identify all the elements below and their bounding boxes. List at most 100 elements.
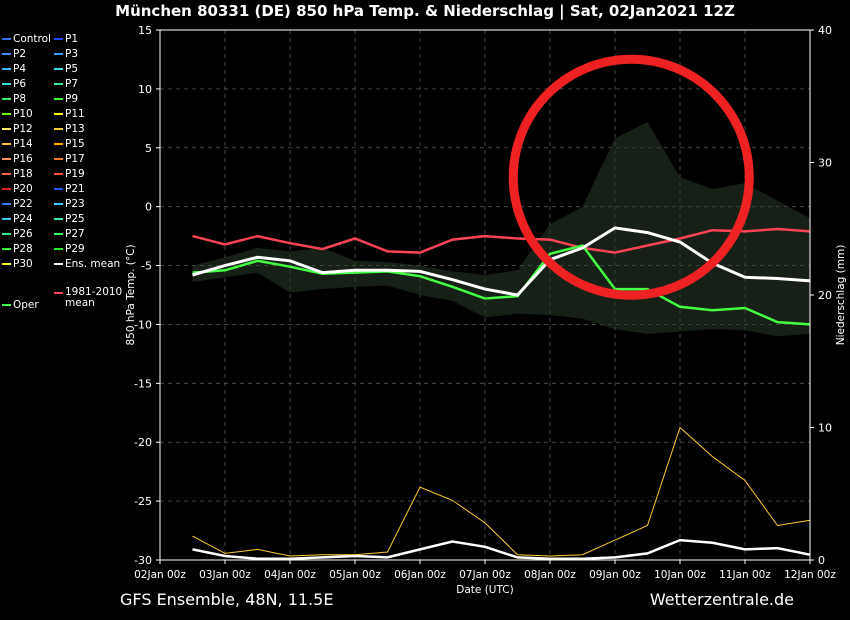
legend-label: P24 — [13, 213, 33, 225]
legend-label: P5 — [65, 63, 79, 75]
legend-swatch — [2, 188, 11, 190]
legend-label: P1 — [65, 33, 79, 45]
model-label: GFS Ensemble, 48N, 11.5E — [120, 590, 334, 609]
x-tick-label: 03Jan 00z — [199, 569, 251, 581]
x-tick-label: 07Jan 00z — [459, 569, 511, 581]
legend-label: P20 — [13, 183, 33, 195]
legend-swatch — [2, 98, 11, 100]
y-tick-label: -5 — [141, 260, 152, 273]
y-tick-label: -20 — [134, 436, 152, 449]
legend-item: P16 — [2, 153, 33, 166]
legend-item: P25 — [54, 213, 85, 226]
legend-label: P11 — [65, 108, 85, 120]
legend-label: P22 — [13, 198, 33, 210]
legend-swatch — [54, 158, 63, 160]
chart-title: München 80331 (DE) 850 hPa Temp. & Niede… — [115, 2, 735, 20]
legend-label: P4 — [13, 63, 27, 75]
axes: 15 10 5 0 -5 -10 -15 -20 -25 -30 40 30 20 10 0 02Jan 00… — [125, 24, 847, 596]
y-tick-label: -25 — [134, 495, 152, 508]
y-axis-label: 850 hPa Temp. (°C) — [125, 244, 137, 345]
legend-label: P18 — [13, 168, 33, 180]
x-axis-label: Date (UTC) — [456, 584, 513, 596]
legend-label: P27 — [65, 228, 85, 240]
legend-label: P3 — [65, 48, 79, 60]
legend-label: P15 — [65, 138, 85, 150]
legend-item: P11 — [54, 108, 85, 121]
y-tick-label: 5 — [145, 142, 152, 155]
legend-swatch — [2, 263, 11, 265]
legend: Control P1 P2 P3 P4 P5 P6 P7 P8 P9 P10 P11 P12 P13 P14… — [0, 33, 140, 313]
legend-swatch — [54, 292, 63, 294]
x-tick-label: 06Jan 00z — [394, 569, 446, 581]
oper-line — [192, 244, 811, 326]
legend-label: P13 — [65, 123, 85, 135]
plot-data — [192, 121, 811, 560]
legend-swatch — [2, 203, 11, 205]
legend-swatch — [54, 53, 63, 55]
x-tick-label: 12Jan 00z — [784, 569, 836, 581]
legend-item: P6 — [2, 78, 26, 91]
legend-swatch — [2, 218, 11, 220]
legend-label: P12 — [13, 123, 33, 135]
legend-swatch — [2, 128, 11, 130]
legend-label: P26 — [13, 228, 33, 240]
x-tick-label: 10Jan 00z — [654, 569, 706, 581]
legend-item: 1981-2010 mean — [54, 287, 125, 309]
legend-label: P25 — [65, 213, 85, 225]
legend-item: P30 — [2, 258, 33, 271]
legend-label: P28 — [13, 243, 33, 255]
y-right-axis-label: Niederschlag (mm) — [835, 245, 847, 346]
y-right-tick-label: 20 — [818, 289, 832, 302]
legend-swatch — [2, 68, 11, 70]
legend-item: P8 — [2, 93, 26, 106]
y-tick-label: -30 — [134, 554, 152, 567]
legend-label: P2 — [13, 48, 27, 60]
legend-label: P30 — [13, 258, 33, 270]
legend-label: P17 — [65, 153, 85, 165]
legend-swatch — [54, 68, 63, 70]
legend-item: P12 — [2, 123, 33, 136]
legend-swatch — [54, 173, 63, 175]
legend-label: Oper — [13, 299, 39, 311]
legend-swatch — [54, 203, 63, 205]
y-tick-label: -15 — [134, 377, 152, 390]
legend-swatch — [2, 38, 11, 40]
legend-swatch — [2, 113, 11, 115]
legend-item: P18 — [2, 168, 33, 181]
legend-swatch — [54, 263, 63, 265]
source-label[interactable]: Wetterzentrale.de — [649, 590, 794, 609]
legend-item: P24 — [2, 213, 33, 226]
legend-swatch — [54, 98, 63, 100]
y-right-tick-label: 0 — [818, 554, 825, 567]
legend-swatch — [54, 188, 63, 190]
legend-item: P26 — [2, 228, 33, 241]
legend-label: Ens. mean — [65, 258, 121, 270]
legend-item: P9 — [54, 93, 78, 106]
y-right-tick-label: 30 — [818, 157, 832, 170]
legend-item: P3 — [54, 48, 78, 61]
legend-swatch — [2, 143, 11, 145]
y-tick-label: -10 — [134, 318, 152, 331]
legend-label: P8 — [13, 93, 27, 105]
x-tick-label: 11Jan 00z — [719, 569, 771, 581]
legend-item: P4 — [2, 63, 26, 76]
legend-item: P22 — [2, 198, 33, 211]
legend-swatch — [54, 143, 63, 145]
legend-item: P20 — [2, 183, 33, 196]
legend-item: P27 — [54, 228, 85, 241]
highlight-circle-annotation — [508, 54, 754, 300]
legend-label: P29 — [65, 243, 85, 255]
y-right-tick-label: 10 — [818, 422, 832, 435]
legend-item: P14 — [2, 138, 33, 151]
legend-swatch — [2, 248, 11, 250]
legend-swatch — [2, 53, 11, 55]
x-tick-label: 08Jan 00z — [524, 569, 576, 581]
legend-label: Control — [13, 33, 51, 45]
legend-label: P19 — [65, 168, 85, 180]
x-tick-label: 05Jan 00z — [329, 569, 381, 581]
legend-swatch — [54, 128, 63, 130]
legend-item: P7 — [54, 78, 78, 91]
legend-swatch — [2, 83, 11, 85]
legend-label: 1981-2010 mean — [65, 286, 123, 309]
